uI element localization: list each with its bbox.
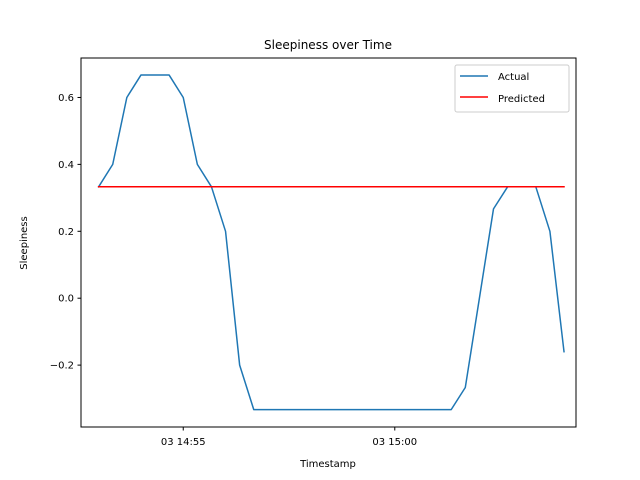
y-tick-label: 0.2 bbox=[58, 227, 74, 238]
y-tick-label: −0.2 bbox=[50, 361, 74, 372]
axes-frame bbox=[80, 57, 577, 428]
x-axis: 03 14:55 03 15:00 bbox=[161, 427, 417, 448]
series-layer bbox=[97, 74, 565, 411]
legend-label-actual: Actual bbox=[498, 72, 529, 83]
y-axis: −0.2 0.0 0.2 0.4 0.6 bbox=[50, 93, 81, 372]
y-tick-label: 0.0 bbox=[58, 294, 74, 305]
chart-title: Sleepiness over Time bbox=[264, 38, 392, 52]
plot-background bbox=[81, 58, 576, 427]
x-tick-label: 03 14:55 bbox=[161, 437, 206, 448]
legend-label-predicted: Predicted bbox=[498, 94, 545, 105]
legend: Actual Predicted bbox=[454, 64, 570, 113]
series-line-actual bbox=[97, 74, 565, 411]
y-axis-label: Sleepiness bbox=[19, 216, 30, 269]
x-tick-label: 03 15:00 bbox=[372, 437, 417, 448]
y-tick-label: 0.6 bbox=[58, 93, 74, 104]
plot-area bbox=[80, 57, 577, 428]
y-tick-label: 0.4 bbox=[58, 160, 74, 171]
x-axis-label: Timestamp bbox=[299, 459, 356, 470]
